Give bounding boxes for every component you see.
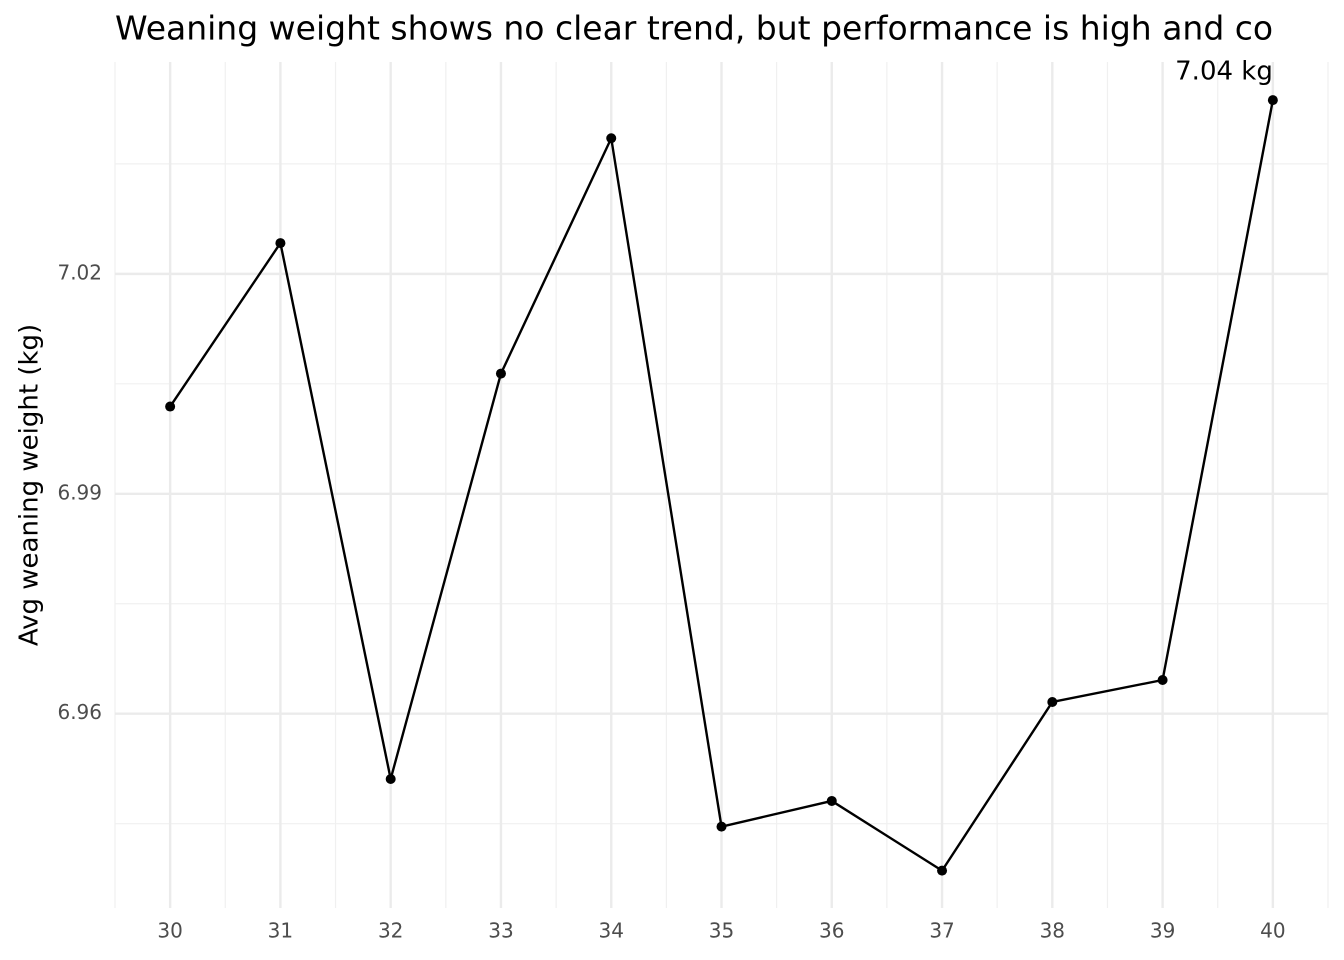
y-tick-label: 6.96 [57,700,102,724]
point [826,795,837,806]
point [165,401,176,412]
point [1267,95,1278,106]
point [495,368,506,379]
y-tick-label: 6.99 [57,480,102,504]
x-tick-label: 34 [599,919,624,943]
x-tick-label: 37 [929,919,954,943]
point [606,133,617,144]
x-tick-label: 36 [819,919,844,943]
x-tick-label: 35 [709,919,734,943]
x-tick-label: 30 [157,919,182,943]
x-tick-label: 31 [268,919,293,943]
point [1157,675,1168,686]
y-axis-label: Avg weaning weight (kg) [15,324,45,646]
x-tick-label: 40 [1260,919,1285,943]
point [937,865,948,876]
x-tick-label: 39 [1150,919,1175,943]
x-tick-label: 38 [1040,919,1065,943]
y-tick-label: 7.02 [57,260,102,284]
point [716,821,727,832]
point [385,773,396,784]
value-label: 7.04 kg [1175,57,1273,87]
point [275,238,286,249]
x-tick-label: 33 [488,919,513,943]
chart-title: Weaning weight shows no clear trend, but… [115,9,1273,48]
point [1047,696,1058,707]
x-tick-label: 32 [378,919,403,943]
